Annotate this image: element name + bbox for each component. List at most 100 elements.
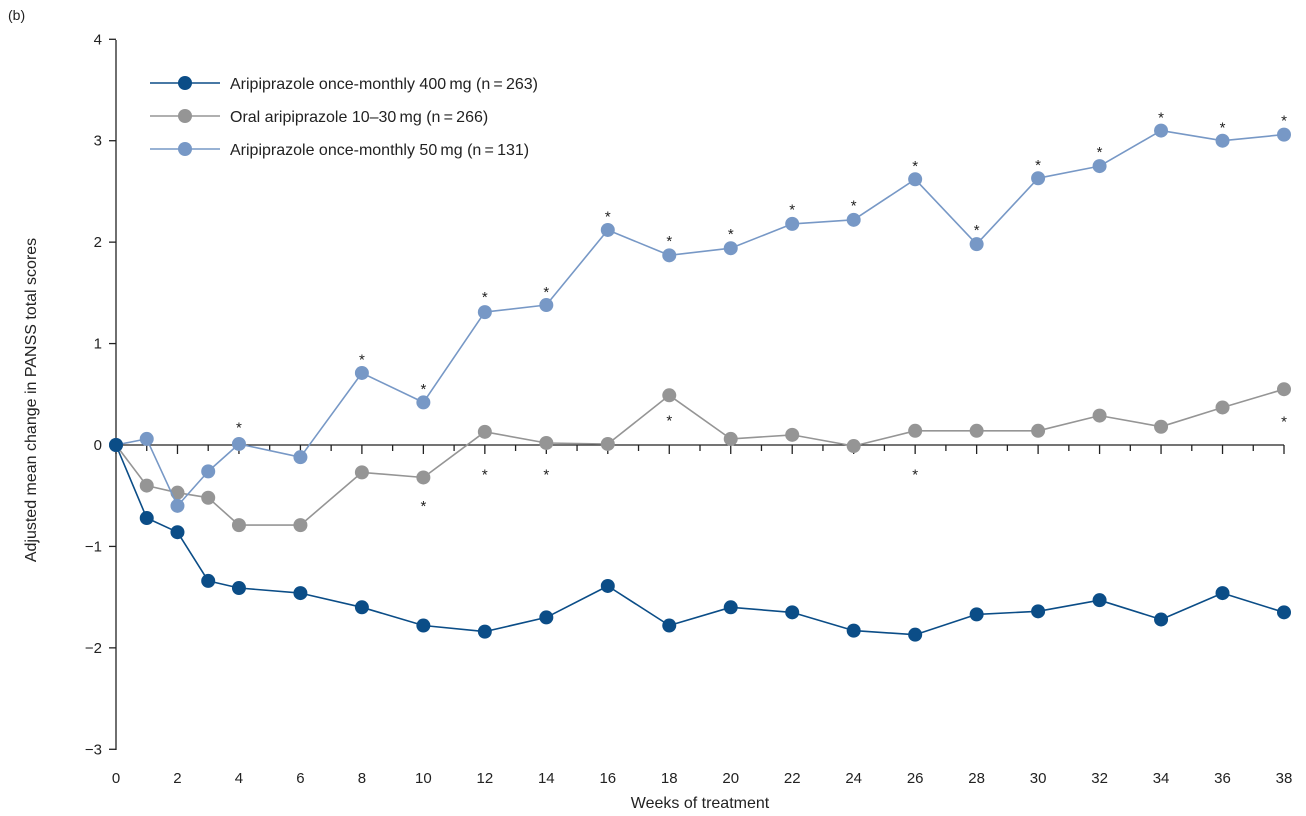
series-2-point xyxy=(201,490,216,505)
series-3-line xyxy=(115,129,1285,507)
x-tick-label: 34 xyxy=(1153,770,1170,787)
y-axis-title: Adjusted mean change in PANSS total scor… xyxy=(23,238,40,562)
series-1-point xyxy=(293,586,308,601)
x-tick-label: 38 xyxy=(1276,770,1293,787)
series-2-point xyxy=(1092,408,1107,423)
series-2-point xyxy=(231,518,246,533)
x-tick-label: 32 xyxy=(1091,770,1108,787)
series-1-point xyxy=(416,618,431,633)
x-tick-label: 30 xyxy=(1030,770,1047,787)
series-1-point xyxy=(139,511,154,526)
series-3-point xyxy=(416,395,431,410)
series-3-point xyxy=(600,222,615,237)
series-1-point xyxy=(600,578,615,593)
series-1-point xyxy=(109,438,123,452)
series-2-point xyxy=(1031,423,1046,438)
series-1-point xyxy=(170,525,185,540)
series-3-point xyxy=(1215,133,1230,148)
series-1-point xyxy=(785,605,800,620)
series-2-point xyxy=(662,388,677,403)
series-1-line xyxy=(115,444,1285,636)
y-tick-label: 3 xyxy=(94,133,102,150)
significance-marker: * xyxy=(1158,109,1164,126)
significance-marker: * xyxy=(974,222,980,239)
significance-marker: * xyxy=(543,284,549,301)
series-3-point xyxy=(354,365,369,380)
series-3-point xyxy=(477,305,492,320)
x-tick-label: 26 xyxy=(907,770,924,787)
y-tick-label: 2 xyxy=(94,234,102,251)
series-2-point xyxy=(139,478,154,493)
x-tick-label: 12 xyxy=(476,770,493,787)
series-2-point xyxy=(416,470,431,485)
x-tick-label: 36 xyxy=(1214,770,1231,787)
significance-marker: * xyxy=(912,466,918,483)
legend-label-3: Aripiprazole once-monthly 50 mg (n = 131… xyxy=(230,142,529,159)
series-2: * * * xyxy=(109,382,1291,533)
y-tick-label: −2 xyxy=(85,640,102,657)
series-3-point xyxy=(170,498,185,513)
series-3: * * * * * * * * * * * * * * * * * * * * xyxy=(109,109,1291,513)
series-1-point xyxy=(1277,605,1291,620)
x-tick-label: 6 xyxy=(296,770,304,787)
series-3-point xyxy=(1154,123,1169,138)
series-2-point xyxy=(293,518,308,533)
series-1-point xyxy=(231,581,246,596)
x-tick-label: 18 xyxy=(661,770,678,787)
series-2-point xyxy=(600,436,615,451)
significance-marker: * xyxy=(912,158,918,175)
series-3-point xyxy=(539,298,554,313)
legend-swatch-marker-1 xyxy=(178,76,192,90)
series-3-point xyxy=(908,172,923,187)
series-2-point xyxy=(354,465,369,480)
series-1-point xyxy=(539,610,554,625)
significance-marker: * xyxy=(236,420,242,437)
series-1-point xyxy=(477,624,492,639)
series-2-point xyxy=(539,435,554,450)
significance-marker: * xyxy=(1281,414,1287,431)
series-2-point xyxy=(1215,400,1230,415)
series-1-point xyxy=(969,607,984,622)
significance-marker: * xyxy=(543,466,549,483)
y-tick-label: −1 xyxy=(85,538,102,555)
series-2-point xyxy=(723,431,738,446)
series-3-point xyxy=(1031,171,1046,186)
panel-label: (b) xyxy=(8,7,25,23)
series-1-point xyxy=(1092,593,1107,608)
x-tick-label: 0 xyxy=(112,770,120,787)
y-tick-label: 4 xyxy=(94,31,102,48)
x-tick-label: 24 xyxy=(845,770,862,787)
x-tick-label: 28 xyxy=(968,770,985,787)
series-3-point xyxy=(1277,127,1291,142)
significance-marker: * xyxy=(789,202,795,219)
significance-marker: * xyxy=(1035,157,1041,174)
y-tick-label: 1 xyxy=(94,336,102,353)
significance-marker: * xyxy=(605,209,611,226)
x-tick-label: 14 xyxy=(538,770,555,787)
series-2-point xyxy=(785,427,800,442)
series-2-point xyxy=(170,485,185,500)
series-1-point xyxy=(662,618,677,633)
legend-swatch-marker-2 xyxy=(178,109,192,123)
y-tick-label: −3 xyxy=(85,741,102,758)
legend-label-2: Oral aripiprazole 10–30 mg (n = 266) xyxy=(230,109,488,126)
series-1 xyxy=(109,438,1291,642)
series-1-point xyxy=(908,627,923,642)
series-3-point xyxy=(846,212,861,227)
significance-marker: * xyxy=(666,413,672,430)
series-3-point xyxy=(231,436,246,451)
series-2-line xyxy=(115,388,1285,526)
significance-marker: * xyxy=(420,381,426,398)
series-1-point xyxy=(201,573,216,588)
significance-marker: * xyxy=(728,226,734,243)
significance-marker: * xyxy=(666,233,672,250)
series-3-point xyxy=(293,450,308,465)
series-2-point xyxy=(908,423,923,438)
series-3-point xyxy=(201,464,216,479)
series-1-point xyxy=(354,600,369,615)
legend-swatch-marker-3 xyxy=(178,142,192,156)
significance-marker: * xyxy=(1097,144,1103,161)
x-tick-label: 4 xyxy=(235,770,243,787)
